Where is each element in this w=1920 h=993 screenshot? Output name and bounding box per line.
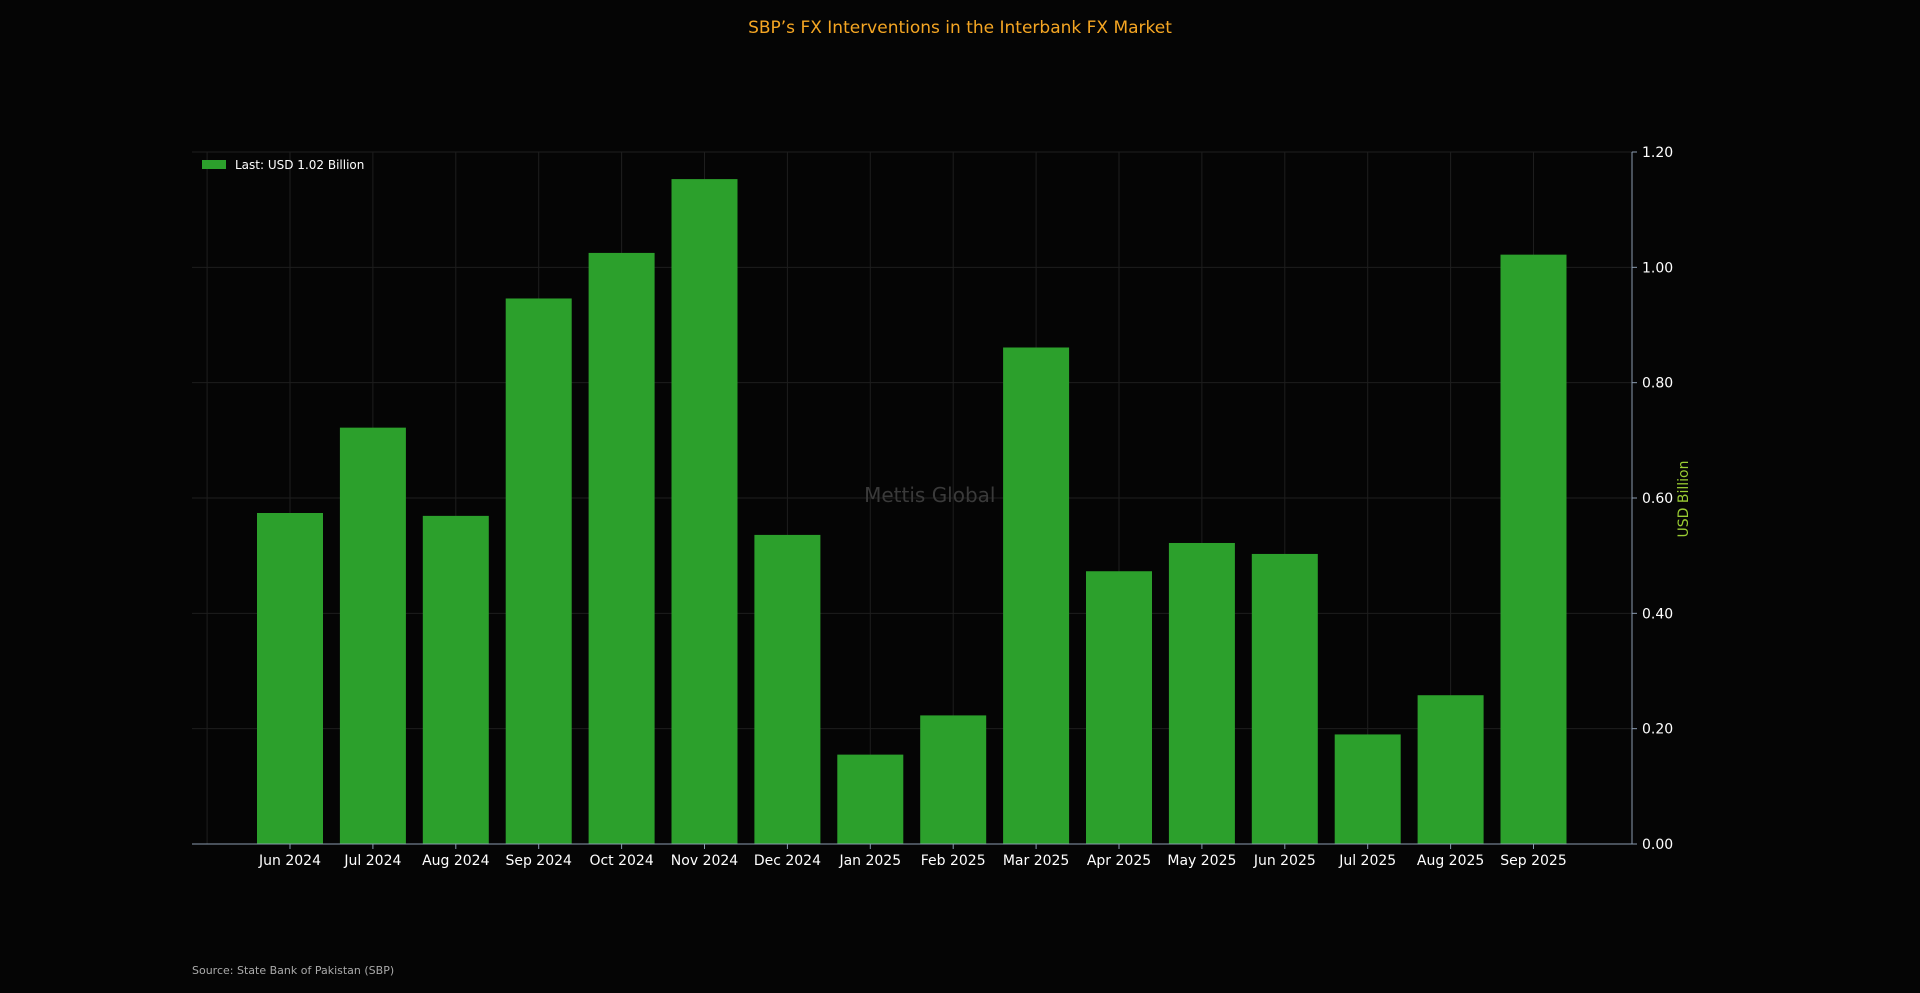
y-tick-label: 1.00	[1642, 260, 1673, 276]
bar	[1086, 571, 1152, 844]
bar	[1500, 254, 1567, 844]
y-axis-label: USD Billion	[1676, 461, 1692, 538]
x-tick-label: Feb 2025	[921, 853, 986, 869]
y-tick-label: 0.40	[1642, 606, 1673, 622]
x-tick-label: May 2025	[1167, 853, 1236, 869]
x-tick-label: Jan 2025	[838, 853, 901, 869]
y-tick-label: 0.80	[1642, 376, 1673, 392]
x-tick-label: Sep 2024	[505, 853, 572, 869]
x-tick-label: Aug 2024	[422, 853, 490, 869]
bar	[1251, 553, 1318, 844]
y-tick-label: 0.20	[1642, 722, 1673, 738]
chart-title: SBP’s FX Interventions in the Interbank …	[748, 18, 1172, 38]
x-tick-label: Sep 2025	[1500, 853, 1566, 869]
x-tick-label: Aug 2025	[1417, 853, 1484, 869]
bar	[339, 427, 406, 844]
x-tick-label: Jul 2024	[343, 853, 401, 869]
x-tick-label: Apr 2025	[1087, 853, 1151, 869]
y-axis-ticks: 0.00 0.20 0.40 0.60 0.80 1.00 1.20	[1632, 145, 1673, 853]
y-tick-label: 0.60	[1642, 491, 1673, 507]
bar	[1417, 695, 1484, 844]
x-axis-ticks: Jun 2024 Jul 2024 Aug 2024 Sep 2024 Oct 2024…	[258, 844, 1567, 869]
legend-swatch	[202, 160, 226, 169]
legend: Last: USD 1.02 Billion	[202, 158, 364, 172]
bar	[1168, 542, 1235, 844]
bar	[422, 515, 489, 844]
x-tick-label: Dec 2024	[754, 853, 821, 869]
bar	[837, 754, 904, 844]
y-tick-label: 0.00	[1642, 837, 1673, 853]
x-tick-label: Jun 2024	[258, 853, 321, 869]
bar	[671, 179, 738, 844]
bar	[920, 715, 987, 844]
bar	[754, 534, 821, 844]
bar	[1334, 734, 1401, 844]
x-tick-label: Nov 2024	[671, 853, 738, 869]
bar	[588, 252, 655, 844]
x-tick-label: Jul 2025	[1338, 853, 1396, 869]
bar	[257, 512, 323, 844]
legend-label: Last: USD 1.02 Billion	[235, 158, 364, 172]
y-tick-label: 1.20	[1642, 145, 1673, 161]
bar	[1003, 347, 1070, 844]
x-tick-label: Jun 2025	[1253, 853, 1316, 869]
bars-group	[257, 179, 1567, 844]
x-tick-label: Mar 2025	[1003, 853, 1070, 869]
source-note: Source: State Bank of Pakistan (SBP)	[192, 964, 394, 977]
x-tick-label: Oct 2024	[589, 853, 653, 869]
bar	[505, 298, 572, 844]
